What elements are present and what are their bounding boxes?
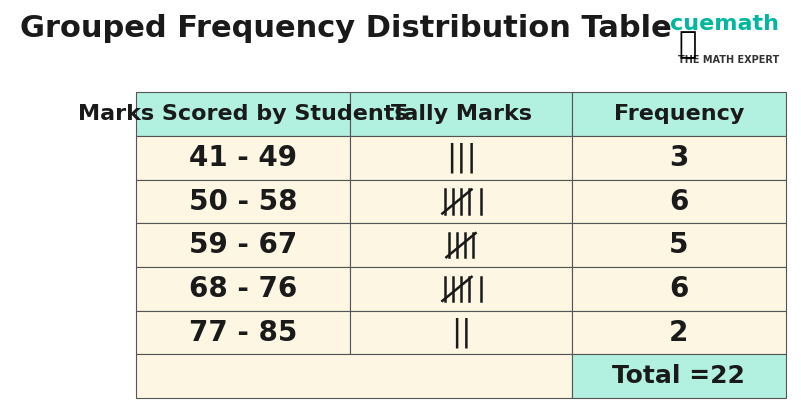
Text: 🚀: 🚀: [678, 30, 697, 59]
FancyBboxPatch shape: [572, 311, 786, 354]
FancyBboxPatch shape: [572, 223, 786, 267]
Text: ||: ||: [451, 317, 471, 348]
Text: THE MATH EXPERT: THE MATH EXPERT: [678, 55, 779, 65]
Text: 6: 6: [669, 188, 689, 215]
FancyBboxPatch shape: [572, 92, 786, 136]
Text: 77 - 85: 77 - 85: [189, 319, 297, 347]
FancyBboxPatch shape: [136, 92, 351, 136]
Text: Grouped Frequency Distribution Table: Grouped Frequency Distribution Table: [20, 14, 672, 43]
Text: 50 - 58: 50 - 58: [189, 188, 297, 215]
Text: 41 - 49: 41 - 49: [189, 144, 297, 172]
Text: Marks Scored by Students: Marks Scored by Students: [78, 104, 408, 124]
Text: cuemath: cuemath: [670, 14, 779, 34]
Text: 59 - 67: 59 - 67: [189, 231, 297, 259]
FancyBboxPatch shape: [351, 267, 572, 311]
FancyBboxPatch shape: [572, 267, 786, 311]
Text: |||: |||: [445, 143, 477, 173]
Text: 5: 5: [669, 231, 689, 259]
Text: 6: 6: [669, 275, 689, 303]
FancyBboxPatch shape: [136, 180, 351, 223]
FancyBboxPatch shape: [136, 136, 351, 180]
FancyBboxPatch shape: [351, 180, 572, 223]
Text: 2: 2: [669, 319, 689, 347]
Text: Tally Marks: Tally Marks: [391, 104, 532, 124]
Text: 3: 3: [669, 144, 689, 172]
FancyBboxPatch shape: [572, 180, 786, 223]
FancyBboxPatch shape: [136, 354, 572, 398]
FancyBboxPatch shape: [351, 223, 572, 267]
Text: Total =22: Total =22: [612, 364, 745, 388]
FancyBboxPatch shape: [136, 223, 351, 267]
FancyBboxPatch shape: [351, 92, 572, 136]
Text: 68 - 76: 68 - 76: [189, 275, 297, 303]
FancyBboxPatch shape: [136, 267, 351, 311]
FancyBboxPatch shape: [572, 136, 786, 180]
FancyBboxPatch shape: [351, 311, 572, 354]
FancyBboxPatch shape: [136, 311, 351, 354]
Text: Frequency: Frequency: [614, 104, 744, 124]
FancyBboxPatch shape: [351, 136, 572, 180]
FancyBboxPatch shape: [572, 354, 786, 398]
